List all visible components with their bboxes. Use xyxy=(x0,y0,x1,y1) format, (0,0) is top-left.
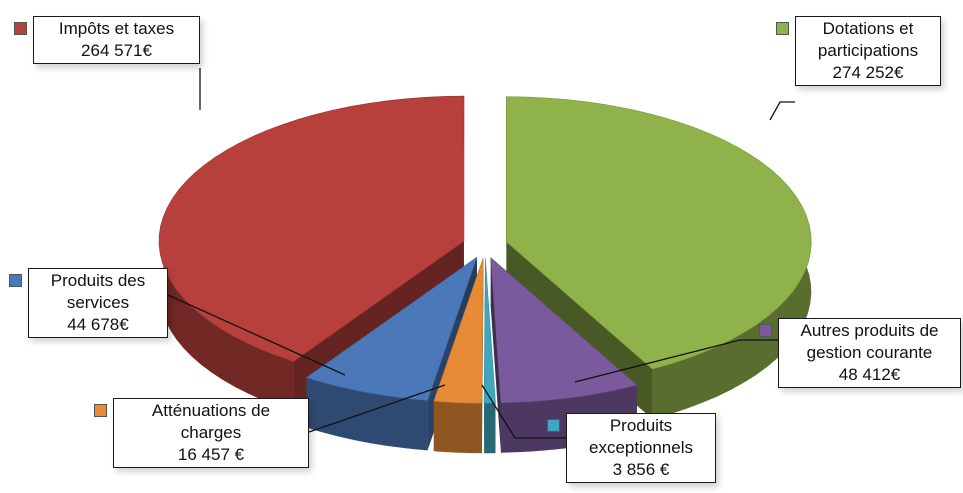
data-label-line: participations xyxy=(817,41,919,60)
data-label-produits-des-services: Produits des services 44 678€ xyxy=(9,268,168,338)
data-label-line: 3 856 € xyxy=(612,460,670,479)
data-label-line: 264 571€ xyxy=(81,41,152,60)
data-label-line: Produits des xyxy=(50,271,146,290)
data-label-produits-exceptionnels: Produits exceptionnels 3 856 € xyxy=(547,413,716,483)
data-label-dotations-et-participations: Dotations et participations 274 252€ xyxy=(776,16,941,86)
data-label-line: services xyxy=(66,293,130,312)
slice-produits-des-services xyxy=(305,256,478,451)
leader-line-produits-des-services xyxy=(167,294,346,376)
slice-outer-wall xyxy=(433,401,482,454)
data-label-line: 16 457 € xyxy=(177,445,245,464)
legend-swatch xyxy=(14,22,27,35)
slice-top xyxy=(305,256,478,401)
legend-swatch xyxy=(776,22,789,35)
slice-produits-exceptionnels xyxy=(483,258,496,454)
legend-swatch xyxy=(759,324,772,337)
slice-top xyxy=(505,96,812,370)
legend-swatch xyxy=(547,419,560,432)
slice-outer-wall xyxy=(306,377,428,451)
data-label-line: Produits xyxy=(609,416,673,435)
data-label-attenuations-de-charges: Atténuations de charges 16 457 € xyxy=(94,398,309,468)
leader-line-autres-produits-de-gestion-courante xyxy=(574,339,778,383)
data-label-line: 44 678€ xyxy=(67,315,129,334)
data-label-line: 274 252€ xyxy=(832,63,904,82)
legend-swatch xyxy=(94,404,107,417)
slice-attenuations-de-charges xyxy=(433,258,484,454)
data-label-autres-produits-de-gestion-courante: Autres produits de gestion courante 48 412… xyxy=(759,318,961,388)
slice-outer-wall xyxy=(484,403,496,454)
leader-line-attenuations-de-charges xyxy=(308,384,446,433)
data-label-line: charges xyxy=(180,423,242,442)
slice-top xyxy=(490,257,638,404)
data-label-line: 48 412€ xyxy=(838,365,901,384)
data-label-impots-et-taxes: Impôts et taxes 264 571€ xyxy=(14,16,200,64)
slice-top xyxy=(158,95,465,362)
slice-autres-produits-de-gestion-courante xyxy=(490,257,638,453)
data-label-line: exceptionnels xyxy=(589,438,693,457)
data-label-line: Impôts et taxes xyxy=(58,19,175,38)
leader-line-dotations-et-participations xyxy=(769,101,795,121)
legend-swatch xyxy=(9,274,22,287)
data-label-line: Autres produits de xyxy=(800,321,939,340)
data-label-line: gestion courante xyxy=(806,343,933,362)
leader-line-produits-exceptionnels xyxy=(481,384,566,439)
slice-top xyxy=(433,258,484,404)
slice-side-wall xyxy=(490,257,501,453)
data-label-line: Atténuations de xyxy=(151,401,271,420)
data-label-line: Dotations et xyxy=(822,19,914,38)
